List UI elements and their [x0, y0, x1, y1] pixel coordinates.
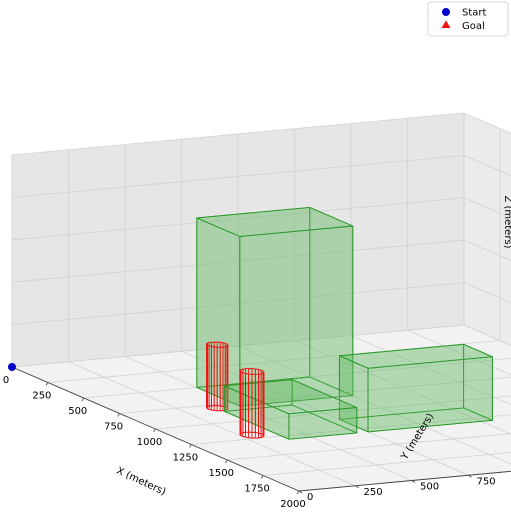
y-tick-mark	[468, 474, 472, 478]
x-tick-mark	[296, 490, 300, 495]
legend-goal-marker	[441, 20, 451, 28]
x-tick-mark	[81, 397, 85, 402]
grid-line	[68, 361, 356, 487]
y-tick-mark	[355, 485, 359, 489]
legend-goal-label: Goal	[462, 21, 485, 32]
obstacle-box	[196, 206, 354, 407]
obstacle-cylinder	[206, 341, 229, 412]
box-face	[239, 225, 354, 407]
x-tick-mark	[189, 444, 192, 448]
obstacle-box	[338, 343, 493, 433]
x-tick-label: 250	[32, 391, 51, 402]
x-tick-mark	[45, 382, 49, 386]
x-tick-label: 1750	[244, 484, 269, 495]
grid-line	[124, 356, 413, 481]
x-axis-label: X (meters)	[115, 466, 168, 498]
x-tick-label: 1000	[137, 437, 162, 448]
y-tick-label: 750	[477, 476, 496, 487]
start-marker	[8, 363, 16, 371]
grid-line	[11, 324, 465, 368]
legend: Start Goal	[427, 1, 509, 37]
x-tick-label: 0	[3, 375, 9, 386]
box-face	[196, 206, 354, 237]
z-axis-label: Z (meters)	[502, 195, 511, 248]
grid-line	[181, 350, 469, 476]
y-tick-label: 250	[364, 487, 383, 498]
obstacles	[196, 206, 493, 440]
x-tick-label: 750	[104, 422, 123, 433]
back-pane	[464, 113, 511, 346]
y-tick-label: 500	[420, 482, 439, 493]
grid-line	[11, 239, 465, 283]
axis-lines	[9, 366, 511, 495]
y-axis-line	[298, 470, 511, 492]
grid-line	[11, 197, 465, 241]
x-tick-label: 2000	[280, 499, 305, 510]
grid-line	[407, 329, 511, 376]
box-face	[223, 379, 358, 415]
grid-line	[11, 155, 465, 198]
x-tick-mark	[117, 413, 120, 417]
grid-line	[11, 112, 465, 156]
legend-start-label: Start	[462, 8, 487, 19]
obstacle-cylinder	[239, 368, 265, 439]
grid-line	[350, 335, 511, 406]
cylinder-top	[206, 341, 229, 348]
box-face	[196, 217, 241, 407]
grid-line	[294, 340, 511, 435]
x-tick-mark	[153, 428, 156, 433]
cylinder-base	[239, 431, 265, 439]
y-tick-mark	[298, 490, 303, 494]
x-tick-label: 1250	[173, 453, 198, 464]
y-tick-label: 0	[307, 492, 313, 503]
x-tick-label: 500	[68, 406, 87, 417]
grid-line	[11, 282, 465, 325]
x-tick-mark	[224, 459, 228, 464]
box-face	[338, 343, 493, 369]
y-tick-mark	[411, 480, 416, 483]
grid-line	[237, 345, 511, 465]
cylinder-base	[206, 405, 229, 412]
x-tick-label: 1500	[209, 468, 234, 479]
waypoint-markers	[8, 363, 16, 371]
cylinder-top	[239, 368, 265, 375]
x-tick-mark	[260, 475, 264, 479]
legend-start-marker	[442, 8, 450, 16]
